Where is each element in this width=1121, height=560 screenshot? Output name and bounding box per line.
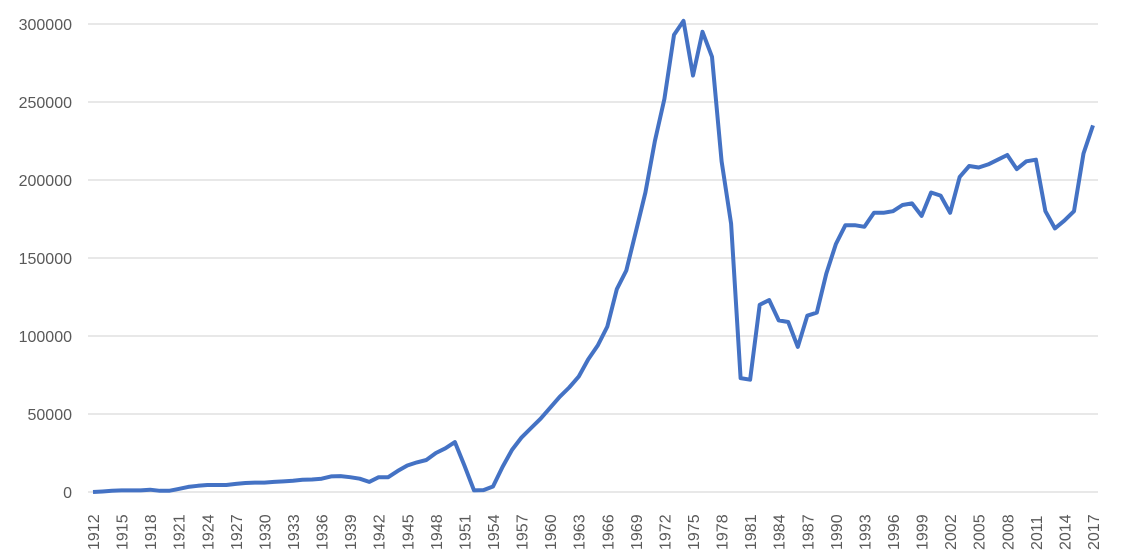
x-tick-label: 1939 <box>343 514 360 550</box>
y-tick-label: 200000 <box>19 173 72 190</box>
x-tick-label: 1978 <box>715 514 732 550</box>
x-tick-label: 1915 <box>115 514 132 550</box>
x-tick-label: 1933 <box>286 514 303 550</box>
gridlines <box>88 23 1098 493</box>
x-tick-label: 1993 <box>857 514 874 550</box>
x-tick-label: 1951 <box>457 514 474 550</box>
y-tick-label: 250000 <box>19 95 72 112</box>
x-tick-label: 2005 <box>972 514 989 550</box>
x-tick-label: 1924 <box>200 514 217 550</box>
series-line <box>92 18 1095 494</box>
x-tick-label: 1912 <box>86 514 103 550</box>
x-tick-label: 1966 <box>600 514 617 550</box>
x-tick-label: 1948 <box>429 514 446 550</box>
x-tick-label: 2014 <box>1057 514 1074 550</box>
x-tick-label: 1981 <box>743 514 760 550</box>
x-tick-label: 1942 <box>372 514 389 550</box>
y-tick-label: 50000 <box>28 407 73 424</box>
x-tick-label: 2011 <box>1029 515 1046 550</box>
x-tick-label: 1987 <box>800 514 817 550</box>
x-tick-label: 1975 <box>686 514 703 550</box>
x-tick-label: 1999 <box>915 514 932 550</box>
x-tick-label: 1954 <box>486 514 503 550</box>
y-axis-ticks: 0 50000 100000 150000 200000 250000 300000 <box>19 17 72 502</box>
x-tick-label: 1996 <box>886 514 903 550</box>
x-tick-label: 1936 <box>315 514 332 550</box>
x-tick-label: 1927 <box>229 514 246 550</box>
y-tick-label: 0 <box>63 485 72 502</box>
x-tick-label: 1960 <box>543 514 560 550</box>
x-tick-label: 1921 <box>172 514 189 550</box>
x-tick-label: 1972 <box>657 514 674 550</box>
x-tick-label: 1957 <box>515 514 532 550</box>
x-tick-label: 1945 <box>400 514 417 550</box>
x-tick-label: 1984 <box>772 514 789 550</box>
y-tick-label: 150000 <box>19 251 72 268</box>
y-tick-label: 100000 <box>19 329 72 346</box>
series-group <box>92 18 1095 494</box>
x-axis-ticks: 1912 1915 1918 1921 1924 1927 1930 1933 1936 1939… <box>86 514 1103 550</box>
x-tick-label: 2008 <box>1000 514 1017 550</box>
x-tick-label: 1990 <box>829 514 846 550</box>
x-tick-label: 1969 <box>629 514 646 550</box>
x-tick-label: 1930 <box>257 514 274 550</box>
y-tick-label: 300000 <box>19 17 72 34</box>
x-tick-label: 1918 <box>143 514 160 550</box>
x-tick-label: 2017 <box>1086 514 1103 550</box>
x-tick-label: 2002 <box>943 514 960 550</box>
x-tick-label: 1963 <box>572 514 589 550</box>
